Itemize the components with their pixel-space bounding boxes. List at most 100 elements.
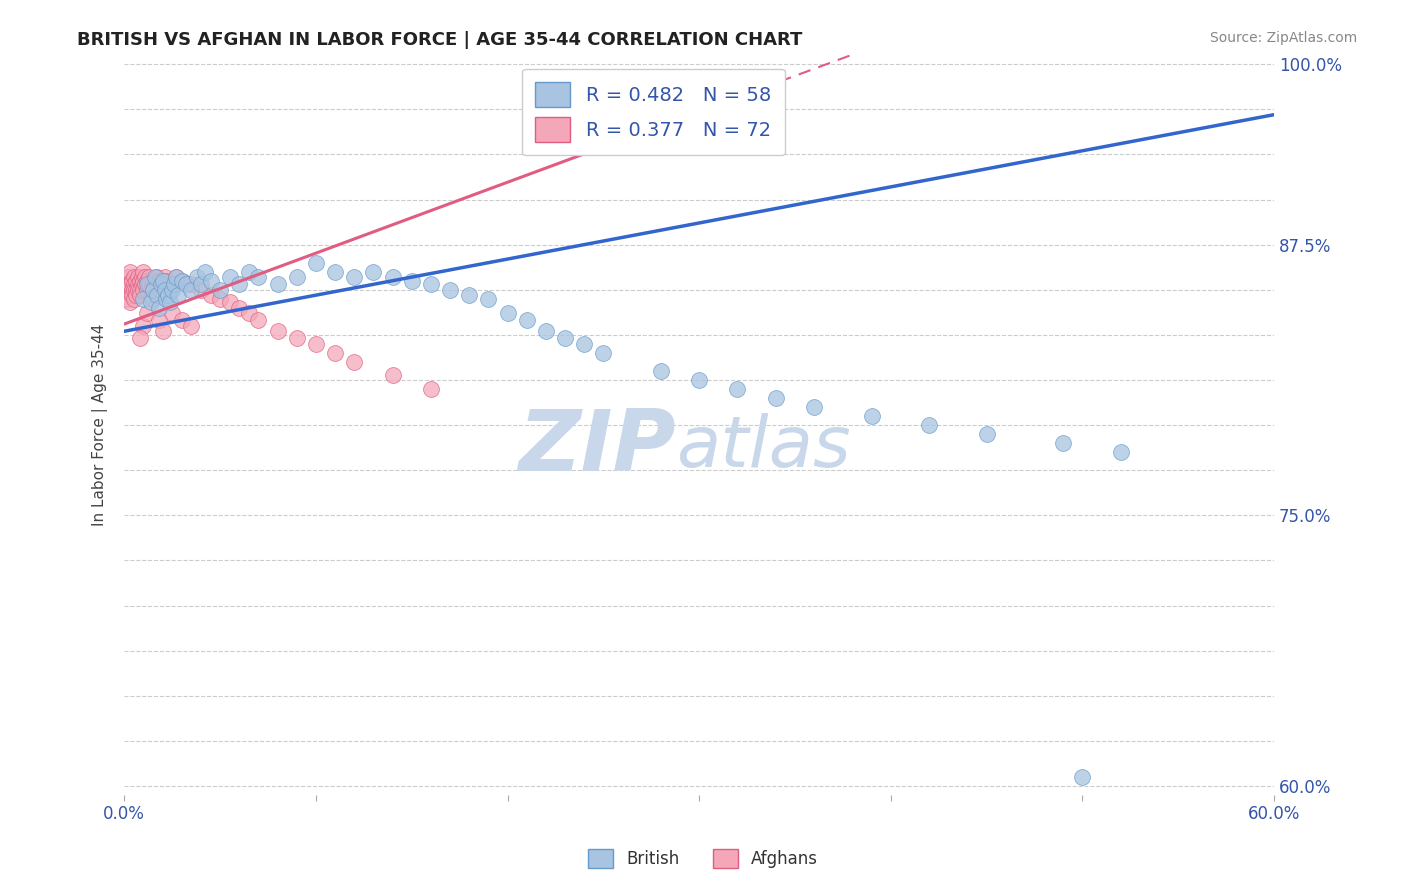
- Text: Source: ZipAtlas.com: Source: ZipAtlas.com: [1209, 31, 1357, 45]
- Point: [148, 301, 170, 315]
- Point: [439, 283, 461, 297]
- Point: [419, 382, 441, 396]
- Point: [650, 364, 672, 378]
- Point: [305, 337, 328, 351]
- Point: [149, 277, 172, 292]
- Point: [860, 409, 883, 423]
- Point: [803, 400, 825, 414]
- Point: [159, 283, 181, 297]
- Point: [1109, 445, 1132, 459]
- Point: [139, 283, 162, 297]
- Point: [534, 324, 557, 338]
- Point: [228, 301, 250, 315]
- Point: [247, 270, 270, 285]
- Point: [266, 324, 288, 338]
- Point: [200, 288, 222, 302]
- Point: [1052, 436, 1074, 450]
- Point: [142, 274, 165, 288]
- Point: [155, 274, 177, 288]
- Point: [148, 274, 170, 288]
- Point: [149, 283, 172, 297]
- Point: [139, 295, 162, 310]
- Point: [285, 270, 308, 285]
- Point: [247, 313, 270, 327]
- Point: [285, 331, 308, 345]
- Point: [765, 391, 787, 405]
- Point: [363, 265, 385, 279]
- Point: [381, 368, 404, 382]
- Point: [186, 270, 208, 285]
- Point: [134, 270, 156, 285]
- Point: [125, 274, 148, 288]
- Point: [190, 277, 212, 292]
- Point: [131, 270, 153, 285]
- Point: [128, 274, 150, 288]
- Point: [143, 277, 166, 292]
- Point: [167, 288, 190, 302]
- Point: [127, 270, 149, 285]
- Point: [125, 288, 148, 302]
- Point: [572, 337, 595, 351]
- Point: [142, 283, 165, 297]
- Point: [343, 355, 366, 369]
- Point: [118, 277, 141, 292]
- Point: [238, 306, 260, 320]
- Point: [725, 382, 748, 396]
- Point: [160, 306, 183, 320]
- Point: [688, 373, 710, 387]
- Point: [323, 346, 346, 360]
- Point: [136, 306, 159, 320]
- Legend: R = 0.482   N = 58, R = 0.377   N = 72: R = 0.482 N = 58, R = 0.377 N = 72: [522, 69, 785, 155]
- Point: [209, 283, 232, 297]
- Text: BRITISH VS AFGHAN IN LABOR FORCE | AGE 35-44 CORRELATION CHART: BRITISH VS AFGHAN IN LABOR FORCE | AGE 3…: [77, 31, 803, 49]
- Point: [238, 265, 260, 279]
- Point: [174, 277, 197, 292]
- Point: [143, 270, 166, 285]
- Point: [138, 277, 160, 292]
- Point: [477, 292, 499, 306]
- Point: [163, 277, 186, 292]
- Point: [118, 265, 141, 279]
- Text: atlas: atlas: [676, 413, 851, 482]
- Point: [323, 265, 346, 279]
- Point: [157, 288, 180, 302]
- Point: [121, 283, 143, 297]
- Point: [170, 274, 193, 288]
- Point: [132, 292, 155, 306]
- Point: [516, 313, 538, 327]
- Point: [218, 270, 240, 285]
- Point: [153, 270, 176, 285]
- Point: [127, 283, 149, 297]
- Point: [112, 277, 135, 292]
- Point: [128, 283, 150, 297]
- Point: [142, 292, 165, 306]
- Point: [153, 283, 176, 297]
- Point: [918, 418, 941, 433]
- Point: [190, 283, 212, 297]
- Point: [554, 331, 576, 345]
- Point: [165, 270, 187, 285]
- Point: [401, 274, 423, 288]
- Point: [136, 274, 159, 288]
- Point: [117, 270, 139, 285]
- Point: [170, 313, 193, 327]
- Point: [132, 318, 155, 333]
- Point: [458, 288, 481, 302]
- Point: [121, 288, 143, 302]
- Point: [200, 274, 222, 288]
- Point: [136, 283, 159, 297]
- Point: [218, 295, 240, 310]
- Point: [496, 306, 519, 320]
- Point: [128, 331, 150, 345]
- Point: [165, 270, 187, 285]
- Point: [118, 295, 141, 310]
- Point: [266, 277, 288, 292]
- Point: [1071, 770, 1094, 784]
- Point: [132, 283, 155, 297]
- Point: [152, 324, 174, 338]
- Point: [152, 274, 174, 288]
- Point: [381, 270, 404, 285]
- Point: [194, 265, 217, 279]
- Text: ZIP: ZIP: [519, 406, 676, 489]
- Y-axis label: In Labor Force | Age 35-44: In Labor Force | Age 35-44: [93, 324, 108, 526]
